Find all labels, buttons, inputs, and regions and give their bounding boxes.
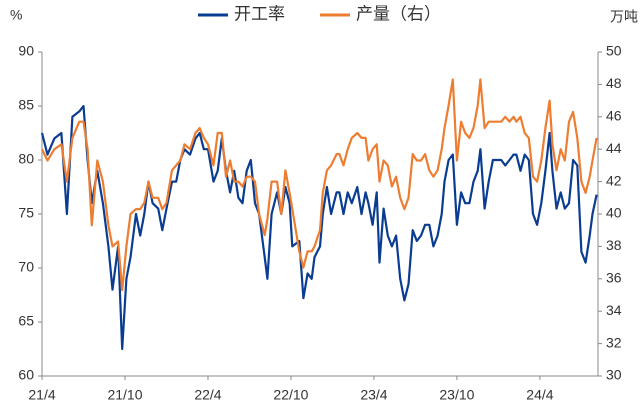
y-tick-label: 60 (18, 367, 34, 383)
x-tick-label: 22/10 (273, 387, 308, 403)
x-tick-label: 22/4 (194, 387, 221, 403)
y2-tick-label: 36 (606, 270, 622, 286)
x-tick-label: 21/10 (107, 387, 142, 403)
y2-tick-label: 40 (606, 205, 622, 221)
y2-tick-label: 30 (606, 367, 622, 383)
y-tick-label: 70 (18, 259, 34, 275)
x-tick-label: 24/4 (526, 387, 553, 403)
y2-tick-label: 48 (606, 75, 622, 91)
y-axis-label: % (10, 7, 22, 23)
y2-tick-label: 46 (606, 108, 622, 124)
y-tick-label: 75 (18, 205, 34, 221)
y2-tick-label: 50 (606, 43, 622, 59)
y2-axis-label: 万吨 (610, 9, 638, 25)
x-tick-label: 21/4 (28, 387, 55, 403)
y-tick-label: 65 (18, 313, 34, 329)
y2-tick-label: 44 (606, 140, 622, 156)
y2-tick-label: 38 (606, 237, 622, 253)
x-tick-label: 23/10 (439, 387, 474, 403)
x-tick-label: 23/4 (360, 387, 387, 403)
legend-label: 产量（右） (356, 4, 441, 23)
y-tick-label: 80 (18, 151, 34, 167)
y-tick-label: 90 (18, 43, 34, 59)
y2-tick-label: 34 (606, 302, 622, 318)
legend-label: 开工率 (234, 4, 285, 23)
y-tick-label: 85 (18, 97, 34, 113)
y2-tick-label: 42 (606, 172, 622, 188)
y2-tick-label: 32 (606, 334, 622, 350)
series-line (41, 78, 598, 292)
